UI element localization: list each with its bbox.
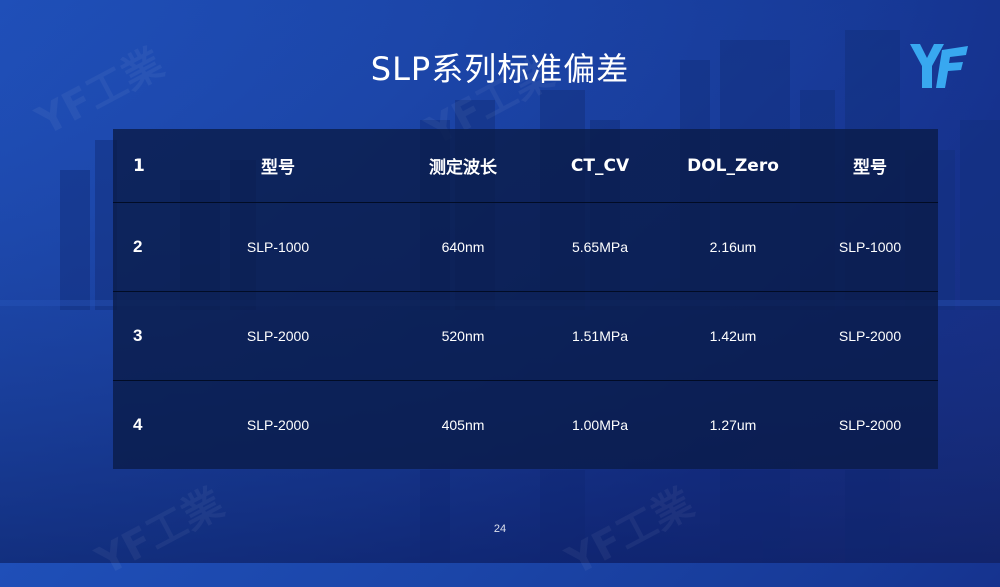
table-cell: 1.00MPa bbox=[571, 416, 629, 433]
table-cell: 1.42um bbox=[709, 327, 757, 344]
table-cell: 5.65MPa bbox=[571, 238, 629, 255]
table-row: 3 SLP-2000 520nm 1.51MPa 1.42um SLP-2000 bbox=[113, 291, 938, 380]
row-number: 4 bbox=[133, 414, 143, 434]
table-cell: 2.16um bbox=[709, 238, 757, 255]
header-cell: 型号 bbox=[853, 158, 887, 178]
slide-title: SLP系列标准偏差 bbox=[370, 50, 630, 88]
table-cell: SLP-1000 bbox=[246, 238, 310, 255]
table-cell: SLP-2000 bbox=[246, 327, 310, 344]
table-cell: 1.27um bbox=[709, 416, 757, 433]
data-table: 1 型号 测定波长 CT_CV DOL_Zero 型号 2 SLP-1000 6… bbox=[113, 129, 938, 469]
header-cell: 1 bbox=[133, 155, 145, 176]
row-divider bbox=[113, 380, 938, 381]
table-cell: SLP-2000 bbox=[246, 416, 310, 433]
header-cell: DOL_Zero bbox=[687, 155, 779, 176]
table-header-row: 1 型号 测定波长 CT_CV DOL_Zero 型号 bbox=[113, 129, 938, 202]
table-cell: SLP-2000 bbox=[838, 327, 902, 344]
table-cell: 1.51MPa bbox=[571, 327, 629, 344]
row-divider bbox=[113, 291, 938, 292]
header-cell: CT_CV bbox=[570, 155, 630, 176]
row-divider bbox=[113, 202, 938, 203]
row-number: 3 bbox=[133, 325, 143, 345]
table-row: 4 SLP-2000 405nm 1.00MPa 1.27um SLP-2000 bbox=[113, 380, 938, 469]
row-number: 2 bbox=[133, 236, 143, 256]
yf-logo-icon bbox=[910, 44, 968, 88]
table-cell: 640nm bbox=[441, 238, 485, 255]
table-cell: 520nm bbox=[441, 327, 485, 344]
header-cell: 型号 bbox=[261, 158, 295, 178]
table-row: 2 SLP-1000 640nm 5.65MPa 2.16um SLP-1000 bbox=[113, 202, 938, 291]
header-cell: 测定波长 bbox=[429, 158, 497, 178]
table-cell: SLP-2000 bbox=[838, 416, 902, 433]
page-number: 24 bbox=[493, 523, 507, 535]
table-cell: SLP-1000 bbox=[838, 238, 902, 255]
table-cell: 405nm bbox=[441, 416, 485, 433]
